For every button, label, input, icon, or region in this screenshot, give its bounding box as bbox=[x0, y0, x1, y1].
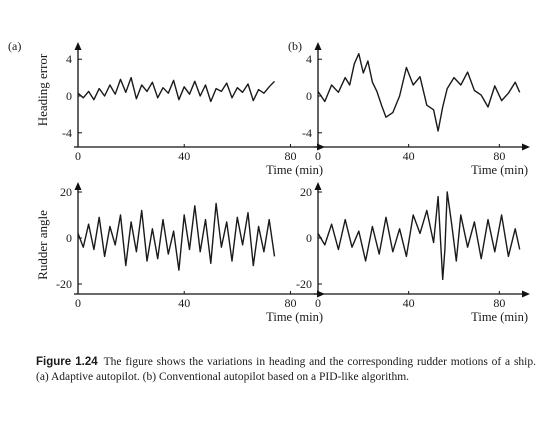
x-axis-arrow bbox=[522, 143, 530, 151]
y-axis-label-heading: Heading error bbox=[35, 53, 50, 126]
caption-text: The figure shows the variations in headi… bbox=[36, 356, 536, 383]
x-axis-title: Time (min) bbox=[471, 310, 528, 324]
series-line-1 bbox=[317, 53, 521, 132]
x-tick-label: 40 bbox=[178, 149, 190, 163]
x-axis-arrow bbox=[522, 290, 530, 298]
x-axis-title: Time (min) bbox=[471, 163, 528, 177]
x-axis-title: Time (min) bbox=[266, 163, 323, 177]
panel-a-label: (a) bbox=[8, 39, 21, 53]
y-axis-label-rudder: Rudder angle bbox=[35, 210, 50, 280]
y-tick-label: -20 bbox=[56, 277, 72, 291]
y-axis-arrow bbox=[314, 182, 322, 190]
y-tick-label: 0 bbox=[66, 231, 72, 245]
y-tick-label: 4 bbox=[306, 52, 312, 66]
y-tick-label: 4 bbox=[66, 52, 72, 66]
y-axis-arrow bbox=[314, 42, 322, 50]
y-tick-label: 0 bbox=[306, 231, 312, 245]
y-tick-label: -4 bbox=[302, 126, 312, 140]
figure-caption: Figure 1.24 The figure shows the variatio… bbox=[36, 355, 536, 385]
x-tick-label: 0 bbox=[315, 296, 321, 310]
x-tick-label: 40 bbox=[178, 296, 190, 310]
x-axis-title: Time (min) bbox=[266, 310, 323, 324]
y-tick-label: 20 bbox=[300, 185, 312, 199]
y-tick-label: 0 bbox=[306, 89, 312, 103]
caption-label: Figure 1.24 bbox=[36, 356, 98, 368]
x-tick-label: 0 bbox=[75, 149, 81, 163]
series-line-1 bbox=[77, 76, 276, 103]
y-tick-label: 20 bbox=[60, 185, 72, 199]
x-tick-label: 80 bbox=[284, 296, 296, 310]
series-line-1 bbox=[317, 191, 521, 281]
y-tick-label: 0 bbox=[66, 89, 72, 103]
y-tick-label: -20 bbox=[296, 277, 312, 291]
x-tick-label: 40 bbox=[403, 296, 415, 310]
panel-b-label: (b) bbox=[288, 39, 302, 53]
x-tick-label: 80 bbox=[493, 296, 505, 310]
y-axis-arrow bbox=[74, 182, 82, 190]
x-tick-label: 80 bbox=[493, 149, 505, 163]
x-tick-label: 0 bbox=[75, 296, 81, 310]
y-tick-label: -4 bbox=[62, 126, 72, 140]
x-tick-label: 0 bbox=[315, 149, 321, 163]
series-line-1 bbox=[77, 202, 276, 271]
x-tick-label: 40 bbox=[403, 149, 415, 163]
x-tick-label: 80 bbox=[284, 149, 296, 163]
y-axis-arrow bbox=[74, 42, 82, 50]
